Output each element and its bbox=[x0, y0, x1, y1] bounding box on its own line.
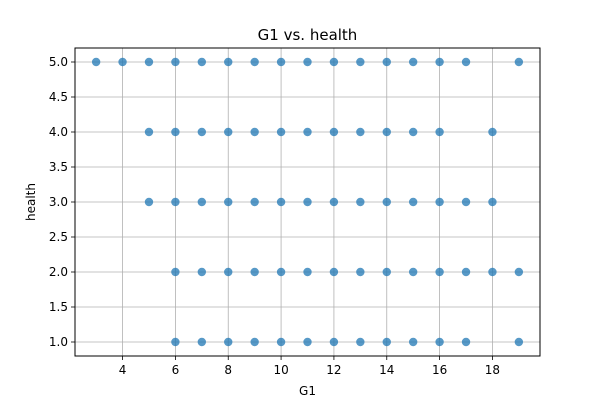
data-point bbox=[329, 337, 339, 347]
y-tick-label: 4.5 bbox=[49, 90, 68, 104]
data-point bbox=[435, 127, 444, 137]
data-point bbox=[514, 267, 524, 277]
data-point bbox=[224, 337, 233, 347]
data-point bbox=[171, 197, 180, 207]
data-point bbox=[408, 127, 418, 137]
data-point bbox=[329, 267, 339, 277]
data-point bbox=[250, 267, 259, 277]
data-point bbox=[329, 127, 339, 137]
data-point bbox=[382, 57, 391, 67]
x-tick-label: 12 bbox=[326, 363, 341, 377]
x-tick-label: 4 bbox=[119, 363, 127, 377]
data-point bbox=[276, 337, 286, 347]
data-point bbox=[224, 197, 233, 207]
data-point bbox=[197, 197, 207, 207]
data-point bbox=[197, 127, 207, 137]
data-point bbox=[408, 267, 418, 277]
y-tick-label: 5.0 bbox=[49, 55, 68, 69]
data-point bbox=[461, 337, 471, 347]
data-point bbox=[329, 57, 339, 67]
data-point bbox=[144, 57, 154, 67]
data-point bbox=[461, 57, 471, 67]
data-point bbox=[356, 267, 365, 277]
data-point bbox=[144, 127, 154, 137]
data-point bbox=[197, 57, 207, 67]
data-point bbox=[514, 337, 524, 347]
data-point bbox=[435, 197, 444, 207]
x-tick-label: 10 bbox=[273, 363, 288, 377]
data-points bbox=[91, 57, 524, 347]
data-point bbox=[435, 337, 444, 347]
y-tick-label: 4.0 bbox=[49, 125, 68, 139]
data-point bbox=[408, 337, 418, 347]
chart-title: G1 vs. health bbox=[258, 26, 358, 44]
y-tick-label: 3.0 bbox=[49, 195, 68, 209]
data-point bbox=[250, 337, 259, 347]
data-point bbox=[461, 267, 471, 277]
data-point bbox=[276, 267, 286, 277]
data-point bbox=[171, 267, 180, 277]
x-tick-label: 16 bbox=[432, 363, 447, 377]
data-point bbox=[276, 127, 286, 137]
x-axis-label: G1 bbox=[299, 384, 316, 398]
data-point bbox=[356, 57, 365, 67]
x-tick-label: 14 bbox=[379, 363, 394, 377]
x-tick-label: 6 bbox=[172, 363, 180, 377]
data-point bbox=[461, 197, 471, 207]
data-point bbox=[118, 57, 127, 67]
x-tick-label: 18 bbox=[485, 363, 500, 377]
data-point bbox=[171, 57, 180, 67]
data-point bbox=[303, 267, 312, 277]
data-point bbox=[276, 197, 286, 207]
y-tick-label: 2.0 bbox=[49, 265, 68, 279]
y-tick-label: 2.5 bbox=[49, 230, 68, 244]
data-point bbox=[382, 267, 391, 277]
x-tick-label: 8 bbox=[224, 363, 232, 377]
data-point bbox=[224, 57, 233, 67]
data-point bbox=[197, 267, 207, 277]
y-tick-label: 3.5 bbox=[49, 160, 68, 174]
y-tick-label: 1.0 bbox=[49, 335, 68, 349]
data-point bbox=[224, 267, 233, 277]
data-point bbox=[382, 337, 391, 347]
data-point bbox=[408, 57, 418, 67]
data-point bbox=[303, 337, 312, 347]
data-point bbox=[303, 57, 312, 67]
data-point bbox=[435, 57, 444, 67]
data-point bbox=[303, 197, 312, 207]
data-point bbox=[356, 197, 365, 207]
data-point bbox=[329, 197, 339, 207]
data-point bbox=[408, 197, 418, 207]
y-tick-label: 1.5 bbox=[49, 300, 68, 314]
data-point bbox=[171, 127, 180, 137]
data-point bbox=[144, 197, 154, 207]
data-point bbox=[382, 197, 391, 207]
data-point bbox=[488, 197, 497, 207]
data-point bbox=[488, 127, 497, 137]
data-point bbox=[356, 337, 365, 347]
data-point bbox=[91, 57, 101, 67]
axis-ticks: 4 6 8 10 12 14 16 18 1.0 1.5 2.0 2.5 3.0 3.5 4.0 4.5 5.0 bbox=[49, 55, 500, 377]
data-point bbox=[382, 127, 391, 137]
data-point bbox=[488, 267, 497, 277]
data-point bbox=[435, 267, 444, 277]
data-point bbox=[514, 57, 524, 67]
data-point bbox=[356, 127, 365, 137]
data-point bbox=[197, 337, 207, 347]
data-point bbox=[250, 57, 259, 67]
data-point bbox=[303, 127, 312, 137]
data-point bbox=[250, 197, 259, 207]
y-axis-label: health bbox=[24, 183, 38, 221]
data-point bbox=[171, 337, 180, 347]
data-point bbox=[224, 127, 233, 137]
data-point bbox=[276, 57, 286, 67]
data-point bbox=[250, 127, 259, 137]
